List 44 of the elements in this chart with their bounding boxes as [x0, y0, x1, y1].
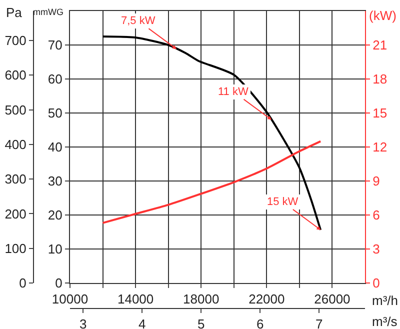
y2-tick-label: 12	[372, 140, 388, 155]
annotation: 7,5 kW	[121, 15, 156, 27]
line-series	[102, 36, 322, 231]
y3-tick-label: 200	[4, 206, 26, 222]
y2-tick-label: 6	[372, 208, 380, 223]
x-tick-label: 22000	[248, 292, 285, 307]
y-tick-label: 10	[48, 242, 62, 257]
y2-tick-label: 15	[372, 106, 388, 121]
y3-tick-label: 600	[4, 68, 26, 83]
y-tick-label: 60	[48, 72, 62, 87]
y-tick-label: 50	[48, 106, 62, 121]
x-tick-label: 10000	[52, 292, 88, 307]
y2-tick-label: 3	[372, 242, 380, 257]
y2-axis-title: (kW)	[369, 8, 396, 23]
x-tick-label: 18000	[183, 292, 220, 307]
y-tick-label: 30	[48, 174, 62, 189]
y3-tick-label: 0	[19, 276, 26, 291]
y2-tick-label: 18	[372, 72, 388, 87]
y-tick-label: 70	[48, 38, 62, 53]
y3-tick-label: 300	[4, 172, 26, 187]
y-tick-label: 20	[48, 208, 62, 223]
y2-tick-label: 21	[372, 38, 388, 53]
y3-tick-label: 500	[4, 102, 26, 118]
line-series	[102, 140, 322, 224]
x2-tick-label: 5	[197, 316, 205, 329]
x2-tick-label: 7	[315, 316, 323, 329]
y3-axis-title: Pa	[6, 5, 23, 20]
x-axis-title: m³/h	[372, 293, 398, 308]
y2-tick-label: 9	[372, 174, 380, 189]
annotation: 15 kW	[267, 196, 299, 208]
y3-tick-label: 400	[4, 136, 26, 152]
y3-tick-label: 100	[4, 240, 26, 256]
x2-tick-label: 6	[256, 316, 264, 329]
y-tick-label: 40	[48, 140, 62, 155]
x2-axis-title: m³/s	[372, 314, 398, 329]
x-tick-label: 26000	[314, 292, 350, 307]
x2-tick-label: 3	[79, 316, 87, 329]
y-tick-label: 0	[55, 276, 62, 291]
y2-tick-label: 0	[372, 276, 380, 291]
y3-tick-label: 700	[4, 33, 26, 48]
x2-tick-label: 4	[138, 316, 146, 329]
y-axis-title: mmWG	[33, 7, 64, 17]
annotation: 11 kW	[218, 86, 249, 98]
x-tick-label: 14000	[117, 292, 154, 307]
